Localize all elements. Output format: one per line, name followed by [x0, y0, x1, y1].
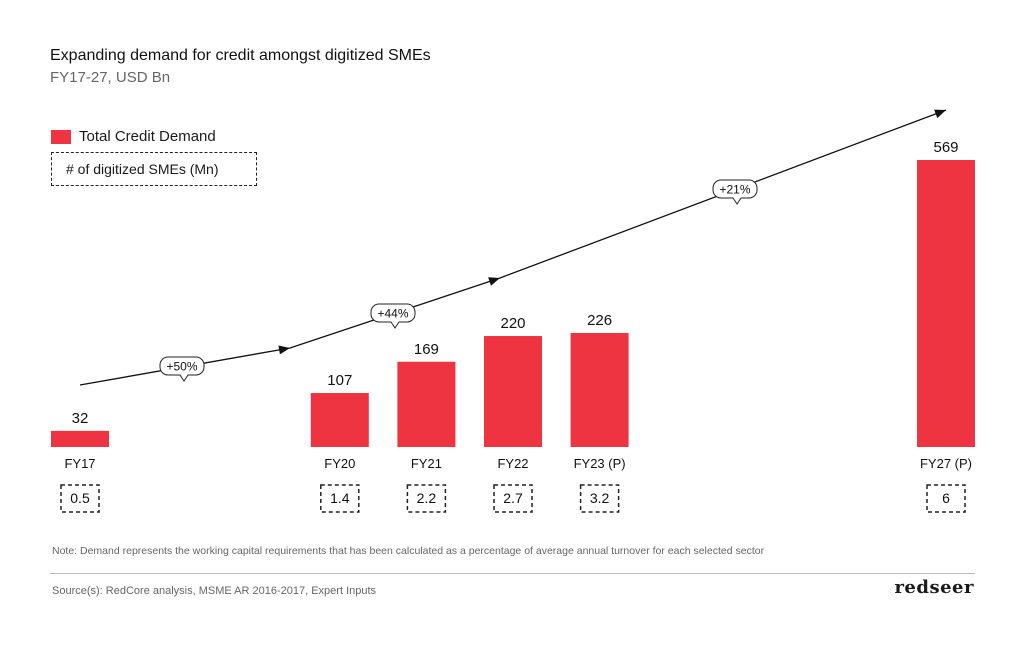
category-label-4: FY23 (P): [574, 456, 626, 471]
data-label-3: 220: [500, 315, 525, 332]
sme-value-3: 2.7: [503, 490, 523, 506]
growth-callout-1: [370, 303, 416, 329]
chart-title: Expanding demand for credit amongst digi…: [50, 47, 431, 64]
data-label-0: 32: [72, 410, 89, 427]
bar-0: [51, 430, 109, 447]
growth-callout-label-2: +21%: [719, 183, 750, 197]
sme-value-2: 2.2: [417, 490, 437, 506]
growth-callout-label-0: +50%: [166, 360, 197, 374]
category-label-3: FY22: [497, 456, 528, 471]
data-label-4: 226: [587, 312, 612, 329]
footer-divider: [50, 573, 975, 574]
category-label-0: FY17: [64, 456, 95, 471]
sme-value-1: 1.4: [330, 490, 350, 506]
trend-arrowhead-1: [278, 345, 290, 355]
sme-box-4: [579, 484, 620, 513]
growth-callout-label-1: +44%: [377, 307, 408, 321]
sme-box-2: [406, 484, 447, 513]
legend-swatch: [51, 129, 71, 144]
bar-4: [570, 333, 629, 447]
data-label-5: 569: [933, 139, 958, 156]
bar-1: [310, 393, 369, 447]
bar-5: [917, 160, 975, 447]
legend-item-credit-demand: Total Credit Demand: [51, 128, 216, 145]
chart-subtitle: FY17-27, USD Bn: [50, 69, 171, 86]
sme-value-4: 3.2: [590, 490, 610, 506]
growth-callout-0: [159, 356, 205, 382]
source-text: Source(s): RedCore analysis, MSME AR 201…: [52, 585, 377, 597]
trend-arrowhead-2: [488, 277, 500, 286]
legend-label-digitized-smes: # of digitized SMEs (Mn): [66, 161, 219, 177]
bar-3: [484, 336, 542, 447]
bar-2: [397, 361, 456, 447]
category-label-5: FY27 (P): [920, 456, 972, 471]
category-label-2: FY21: [411, 456, 442, 471]
legend-item-digitized-smes: # of digitized SMEs (Mn): [51, 152, 257, 186]
sme-value-0: 0.5: [70, 490, 90, 506]
sme-value-5: 6: [942, 490, 950, 506]
sme-box-5: [926, 484, 966, 513]
category-label-1: FY20: [324, 456, 355, 471]
legend-label-credit-demand: Total Credit Demand: [79, 128, 216, 145]
data-label-2: 169: [414, 341, 439, 358]
data-label-1: 107: [327, 372, 352, 389]
growth-callout-2: [712, 179, 758, 205]
sme-box-0: [60, 484, 100, 513]
trend-arrowhead-3: [934, 109, 946, 119]
chart-note: Note: Demand represents the working capi…: [52, 545, 765, 557]
sme-box-1: [320, 484, 360, 513]
redseer-logo: redseer: [894, 577, 974, 598]
sme-box-3: [493, 484, 533, 513]
